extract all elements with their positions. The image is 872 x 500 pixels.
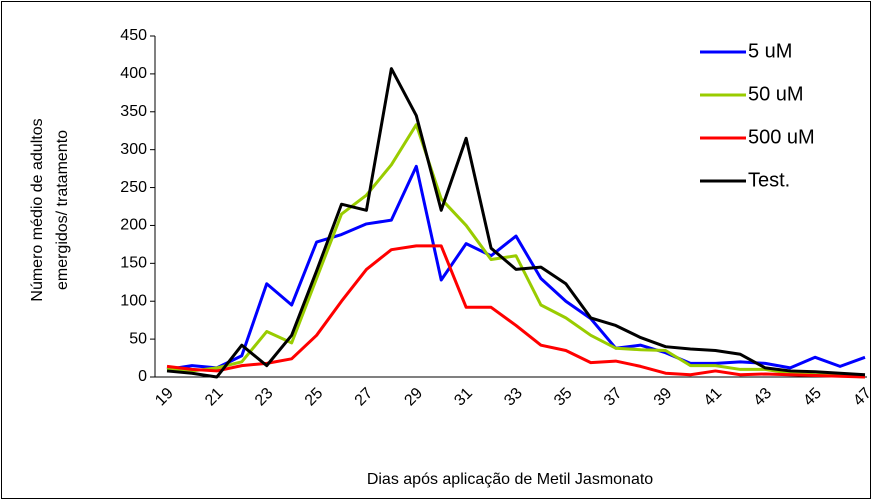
series-line [166, 67, 866, 379]
y-tick-label: 50 [129, 330, 147, 347]
x-tick-label: 47 [850, 385, 872, 410]
y-tick-label: 100 [120, 292, 147, 309]
legend-label: 50 uM [748, 83, 804, 105]
y-tick-label: 250 [120, 179, 147, 196]
y-tick-label: 450 [120, 27, 147, 44]
y-axis-title-line: Número médio de adultos [29, 118, 46, 301]
y-tick-label: 350 [120, 103, 147, 120]
x-axis-title: Dias após aplicação de Metil Jasmonato [367, 471, 653, 488]
y-tick-label: 150 [120, 255, 147, 272]
legend-label: Test. [748, 169, 790, 191]
y-tick-label: 300 [120, 141, 147, 158]
series-line [166, 164, 866, 371]
series-line [166, 244, 866, 379]
y-tick-label: 200 [120, 217, 147, 234]
legend-label: 5 uM [748, 40, 792, 62]
y-axis-title-line: emergidos/ tratamento [54, 130, 71, 290]
y-axis-title: Número médio de adultos emergidos/ trata… [29, 118, 71, 301]
series-line [166, 123, 866, 379]
y-tick-label: 400 [120, 65, 147, 82]
y-tick-label: 0 [138, 368, 147, 385]
legend-label: 500 uM [748, 126, 815, 148]
